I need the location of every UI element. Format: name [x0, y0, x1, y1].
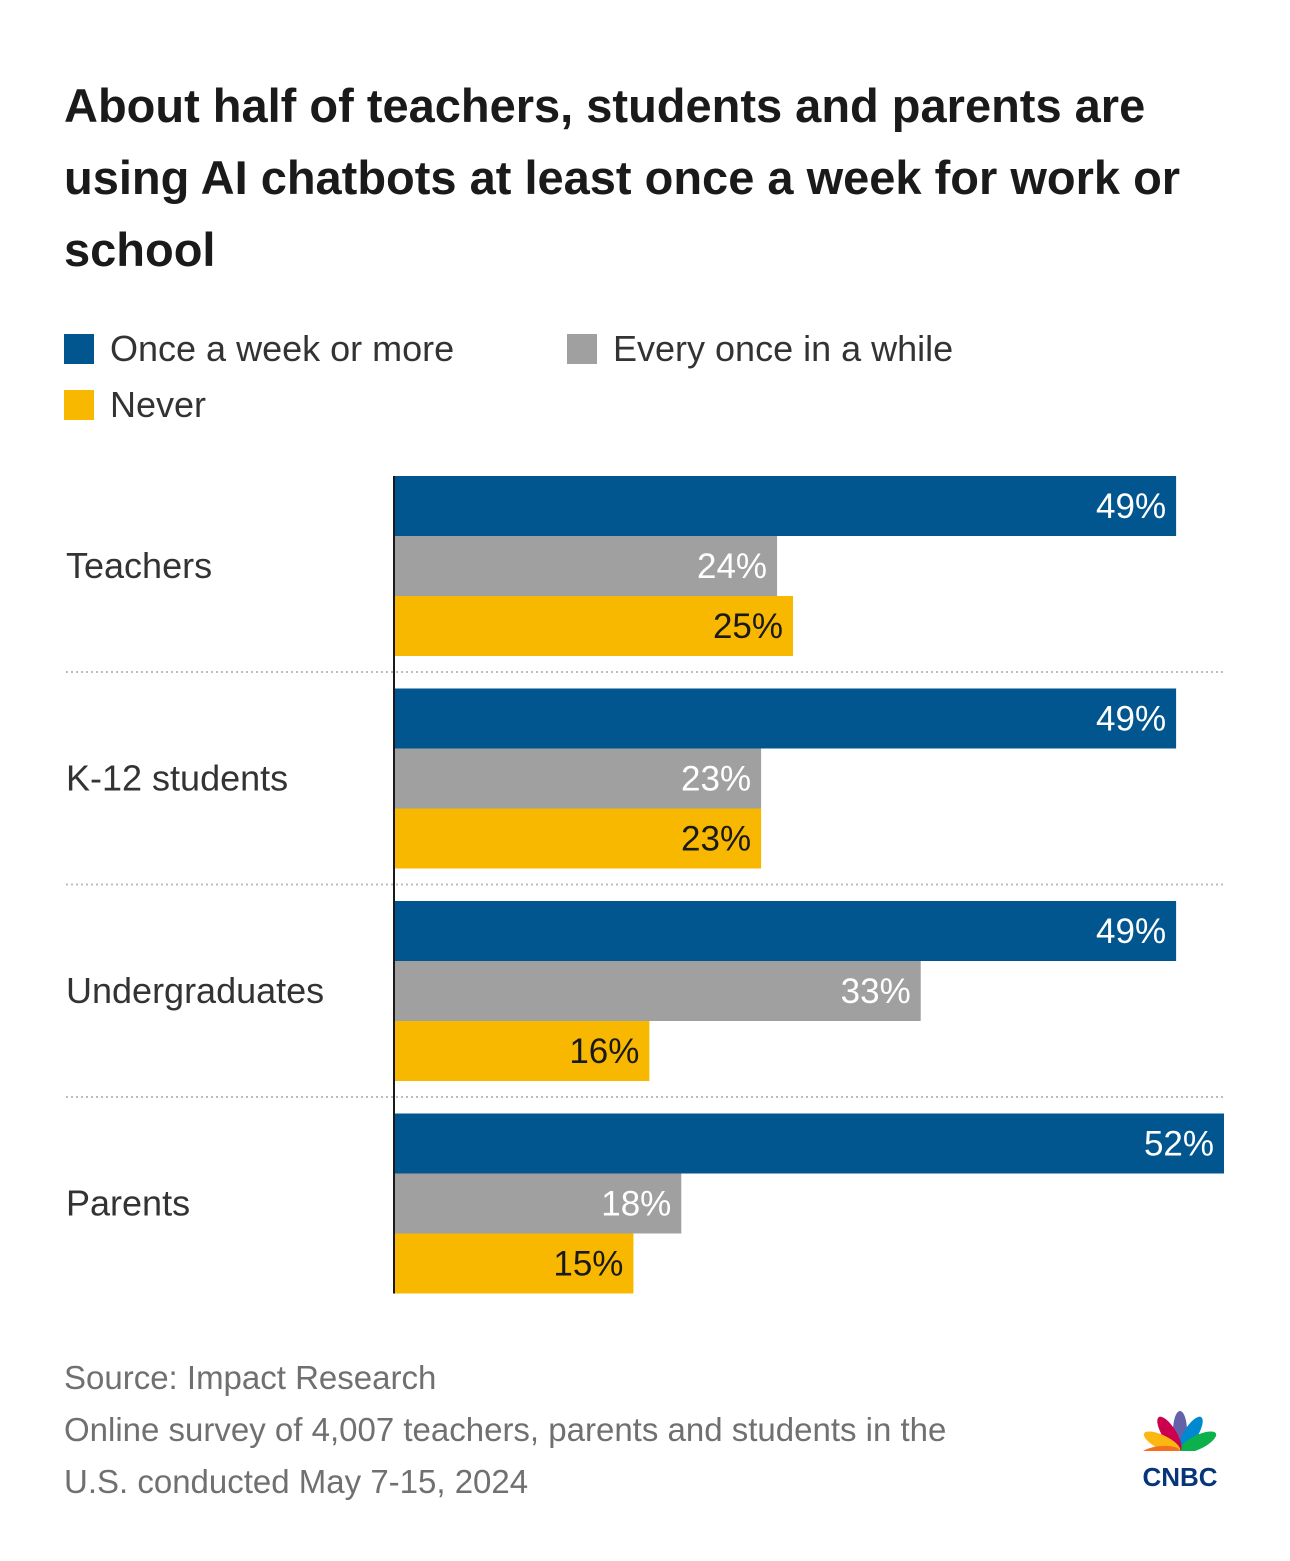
data-label-undergraduates-2: 33% [841, 972, 911, 1011]
source-text: Source: Impact Research [64, 1359, 437, 1396]
chart-title: About half of teachers, students and par… [64, 79, 1181, 276]
category-label-k-12-students: K-12 students [66, 758, 288, 799]
data-label-teachers-3: 25% [713, 607, 783, 646]
legend-label-occasionally: Every once in a while [613, 328, 954, 369]
data-label-undergraduates-1: 49% [1096, 912, 1166, 951]
data-label-k-12-students-3: 23% [681, 820, 751, 859]
legend-swatch-occasionally [567, 334, 597, 364]
data-label-parents-3: 15% [553, 1245, 623, 1284]
data-label-teachers-2: 24% [697, 547, 767, 586]
bar-teachers-1 [394, 476, 1177, 536]
bar-undergraduates-2 [394, 961, 921, 1021]
chart-footer: Source: Impact Research Online survey of… [64, 1352, 946, 1508]
data-label-k-12-students-2: 23% [681, 760, 751, 799]
legend-item-occasionally: Every once in a while [567, 328, 953, 370]
bar-undergraduates-3 [394, 1021, 650, 1081]
bar-chart: Teachers 49% 24% 25% K-12 students 49% 23% 23% U… [66, 476, 1224, 1294]
logo-wordmark: CNBC [1142, 1462, 1217, 1490]
legend-item-never: Never [64, 384, 206, 426]
legend-label-never: Never [110, 384, 207, 425]
data-label-parents-2: 18% [601, 1185, 671, 1224]
bar-teachers-2 [394, 536, 778, 596]
bar-k-12-students-1 [394, 688, 1177, 749]
bar-k-12-students-2 [394, 748, 762, 809]
legend-swatch-weekly [64, 334, 94, 364]
category-label-undergraduates: Undergraduates [66, 970, 324, 1011]
data-label-parents-1: 52% [1144, 1125, 1214, 1164]
bar-undergraduates-1 [394, 901, 1177, 961]
peacock-icon [1130, 1411, 1230, 1463]
bar-k-12-students-3 [394, 808, 762, 869]
category-label-teachers: Teachers [66, 545, 212, 586]
legend-item-weekly: Once a week or more [64, 328, 454, 370]
legend-swatch-never [64, 390, 94, 420]
bar-parents-2 [394, 1173, 682, 1234]
bar-parents-3 [394, 1233, 634, 1294]
bar-teachers-3 [394, 596, 794, 656]
bar-parents-1 [394, 1113, 1224, 1174]
survey-note-line-1: Online survey of 4,007 teachers, parents… [64, 1411, 947, 1448]
data-label-k-12-students-1: 49% [1096, 700, 1166, 739]
survey-note-line-2: U.S. conducted May 7-15, 2024 [64, 1463, 529, 1500]
data-label-undergraduates-3: 16% [569, 1032, 639, 1071]
cnbc-logo: CNBC [1130, 1411, 1230, 1490]
category-label-parents: Parents [66, 1183, 190, 1224]
data-label-teachers-1: 49% [1096, 487, 1166, 526]
legend-label-weekly: Once a week or more [110, 328, 455, 369]
